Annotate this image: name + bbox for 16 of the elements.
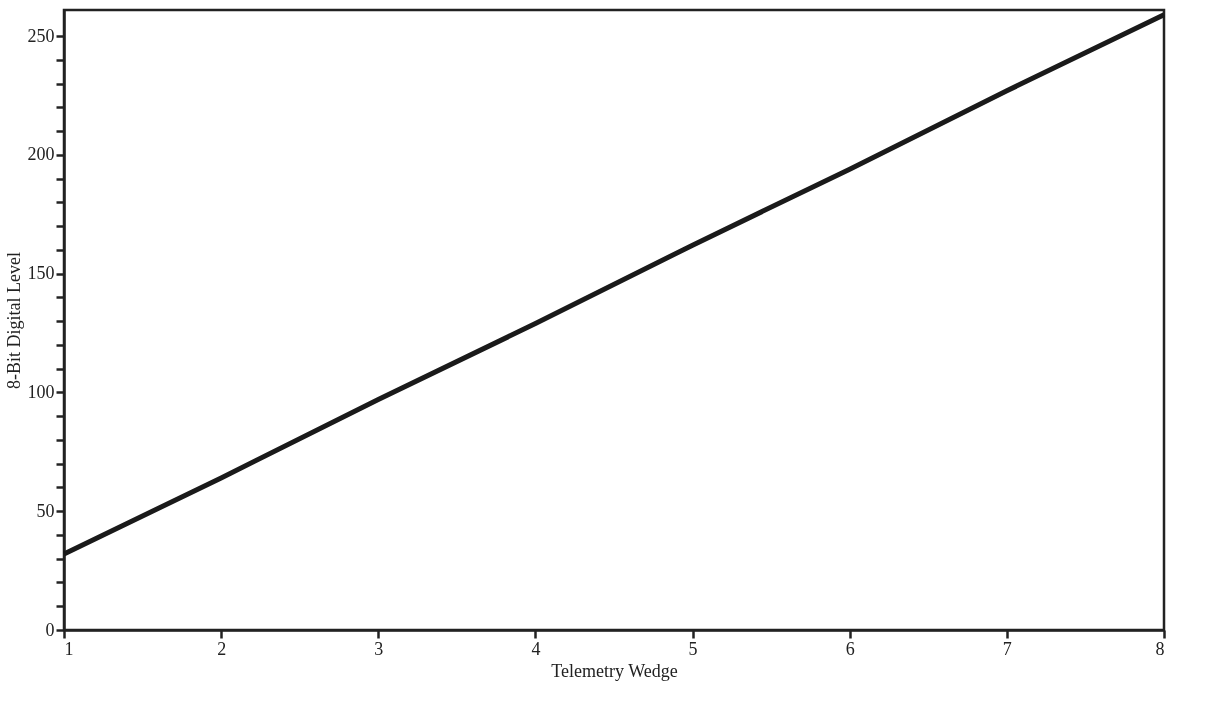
- y-tick-label: 200: [27, 144, 55, 165]
- x-tick-label: 8: [1155, 638, 1165, 659]
- x-tick-label: 2: [217, 638, 227, 659]
- x-tick-label: 5: [688, 638, 698, 659]
- y-axis-title: 8-Bit Digital Level: [3, 252, 24, 389]
- y-tick-label: 150: [27, 263, 55, 284]
- x-axis-title: Telemetry Wedge: [551, 660, 678, 681]
- x-tick-label: 3: [374, 638, 384, 659]
- x-tick-label: 7: [1002, 638, 1012, 659]
- y-tick-label: 250: [27, 25, 55, 46]
- x-tick-label: 1: [64, 638, 74, 659]
- y-tick-label: 50: [36, 500, 55, 521]
- y-tick-label: 100: [27, 381, 55, 402]
- x-tick-label: 6: [845, 638, 855, 659]
- y-tick-label: 0: [45, 619, 55, 640]
- x-tick-label: 4: [531, 638, 541, 659]
